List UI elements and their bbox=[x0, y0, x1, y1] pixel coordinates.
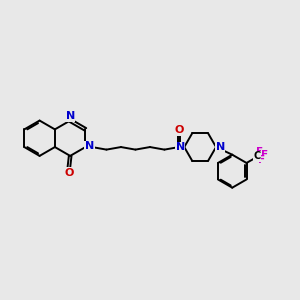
Text: F: F bbox=[261, 150, 268, 160]
Text: F: F bbox=[258, 155, 266, 165]
Text: F: F bbox=[256, 147, 263, 157]
Text: N: N bbox=[66, 111, 75, 122]
Text: N: N bbox=[176, 142, 185, 152]
Text: N: N bbox=[215, 142, 225, 152]
Text: O: O bbox=[64, 168, 74, 178]
Text: O: O bbox=[174, 125, 184, 135]
Text: N: N bbox=[85, 142, 94, 152]
Text: C: C bbox=[254, 152, 261, 161]
